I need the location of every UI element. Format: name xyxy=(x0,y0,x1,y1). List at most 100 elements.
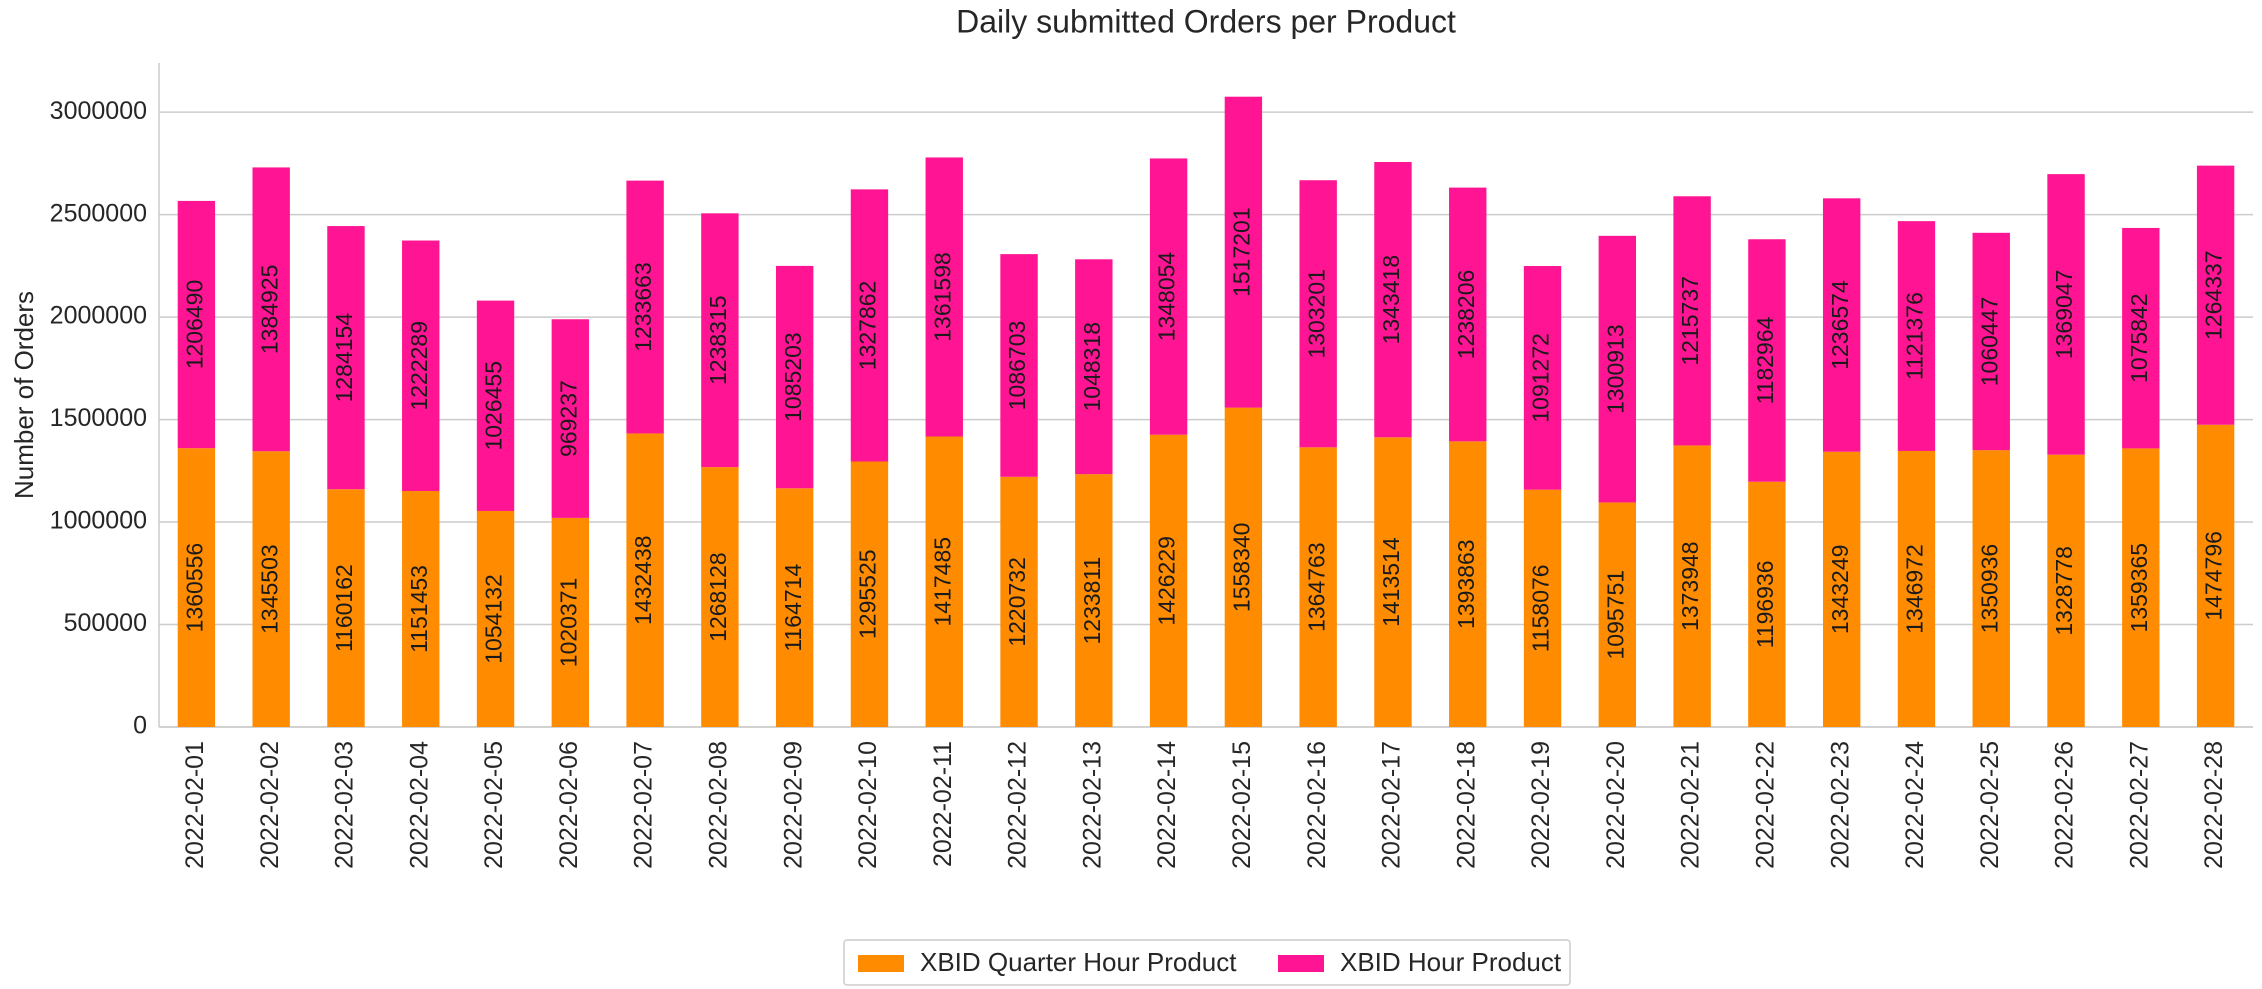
bar-segment xyxy=(626,180,664,434)
data-label: 1060447 xyxy=(1976,297,2002,387)
data-label: 1373948 xyxy=(1677,541,1703,631)
data-label: 1327862 xyxy=(855,281,881,371)
data-label: 1121376 xyxy=(1902,292,1928,380)
x-tick-label: 2022-02-02 xyxy=(256,741,284,869)
data-label: 1238315 xyxy=(705,295,731,385)
data-label: 1233811 xyxy=(1079,557,1105,645)
x-tick-label: 2022-02-06 xyxy=(555,741,583,869)
data-label: 1300913 xyxy=(1602,324,1628,414)
bar-segment xyxy=(1523,266,1562,490)
x-tick-label: 2022-02-26 xyxy=(2051,741,2079,869)
x-tick-label: 2022-02-07 xyxy=(630,741,658,869)
bar-segment xyxy=(775,265,814,489)
data-label: 1384925 xyxy=(256,265,282,355)
legend-label: XBID Hour Product xyxy=(1340,947,1562,977)
data-label: 1517201 xyxy=(1228,207,1254,297)
bar-segment xyxy=(2196,424,2235,727)
x-tick-label: 2022-02-13 xyxy=(1078,741,1106,869)
bar-segment xyxy=(402,491,440,727)
data-label: 1160162 xyxy=(331,564,357,652)
x-tick-label: 2022-02-10 xyxy=(854,741,882,869)
data-label: 1095751 xyxy=(1602,570,1628,660)
bar-segment xyxy=(1449,187,1487,442)
x-tick-label: 2022-02-03 xyxy=(331,741,359,869)
data-label: 1085203 xyxy=(780,332,806,422)
x-tick-label: 2022-02-27 xyxy=(2125,741,2153,869)
data-label: 1417485 xyxy=(929,537,955,627)
data-label: 1158076 xyxy=(1528,564,1554,652)
data-label: 1346972 xyxy=(1902,544,1928,634)
bar-segment xyxy=(2122,227,2160,449)
bar-segment xyxy=(850,461,889,727)
legend-label: XBID Quarter Hour Product xyxy=(920,947,1237,977)
data-label: 1075842 xyxy=(2126,293,2152,383)
bar-segment xyxy=(177,448,216,727)
y-tick-label: 2500000 xyxy=(50,199,147,227)
data-label: 1369047 xyxy=(2051,270,2077,360)
bar-segment xyxy=(1374,161,1412,438)
bar-segment xyxy=(850,189,889,462)
bar-segment xyxy=(1598,235,1637,503)
bar-segment xyxy=(1673,196,1711,446)
bar-segment xyxy=(1149,434,1188,727)
bar-segment xyxy=(626,433,664,727)
bar-segment xyxy=(701,467,739,727)
data-label: 1361598 xyxy=(929,252,955,342)
bar-segment xyxy=(1299,447,1337,727)
data-label: 1264337 xyxy=(2201,250,2227,340)
bar-segment xyxy=(1897,221,1936,451)
data-label: 1048318 xyxy=(1079,322,1105,412)
data-label: 1233663 xyxy=(630,262,656,352)
legend-swatch xyxy=(858,955,904,972)
data-label: 1413514 xyxy=(1378,537,1404,627)
bar-segment xyxy=(1000,476,1038,727)
bar-segment xyxy=(1075,259,1113,475)
y-tick-label: 3000000 xyxy=(50,97,147,125)
bar-segment xyxy=(551,319,590,518)
data-label: 1222289 xyxy=(406,321,432,411)
x-tick-label: 2022-02-14 xyxy=(1153,741,1181,869)
data-label: 1295525 xyxy=(855,549,881,639)
bar-segment xyxy=(775,488,814,727)
data-label: 1348054 xyxy=(1154,252,1180,342)
x-tick-label: 2022-02-25 xyxy=(1976,741,2004,869)
data-label: 1432438 xyxy=(630,535,656,625)
data-label: 1196936 xyxy=(1752,560,1778,648)
bar-segment xyxy=(1075,474,1113,727)
bar-segment xyxy=(2122,448,2160,727)
bar-segment xyxy=(476,510,515,727)
bar-segment xyxy=(925,436,963,727)
bar-segment xyxy=(252,167,290,452)
data-label: 1359365 xyxy=(2126,543,2152,633)
bar-segment xyxy=(1224,407,1263,727)
bar-segment xyxy=(1299,180,1337,448)
bar-segment xyxy=(177,200,216,449)
x-tick-label: 2022-02-09 xyxy=(779,741,807,869)
data-label: 1206490 xyxy=(181,280,207,370)
data-label: 969237 xyxy=(555,380,581,457)
x-tick-label: 2022-02-24 xyxy=(1901,741,1929,869)
bar-segment xyxy=(402,240,440,492)
bar-segment xyxy=(1972,232,2010,451)
data-label: 1054132 xyxy=(481,574,507,664)
y-tick-label: 1500000 xyxy=(50,404,147,432)
data-label: 1350936 xyxy=(1976,544,2002,634)
data-label: 1215737 xyxy=(1677,276,1703,366)
data-label: 1360556 xyxy=(181,543,207,633)
data-label: 1364763 xyxy=(1303,542,1329,632)
data-label: 1086703 xyxy=(1004,321,1030,411)
bar-segment xyxy=(1748,239,1786,482)
y-axis-label: Number of Orders xyxy=(9,291,39,499)
data-label: 1474796 xyxy=(2201,531,2227,621)
bar-segment xyxy=(252,451,290,727)
data-label: 1238206 xyxy=(1453,270,1479,360)
x-tick-label: 2022-02-21 xyxy=(1677,741,1705,869)
bar-segment xyxy=(327,226,365,490)
bar-segment xyxy=(1822,198,1861,452)
bar-segment xyxy=(1972,450,2010,727)
data-label: 1236574 xyxy=(1827,280,1853,370)
bar-segment xyxy=(701,213,739,468)
x-tick-label: 2022-02-04 xyxy=(405,741,433,869)
x-tick-label: 2022-02-28 xyxy=(2200,741,2228,869)
